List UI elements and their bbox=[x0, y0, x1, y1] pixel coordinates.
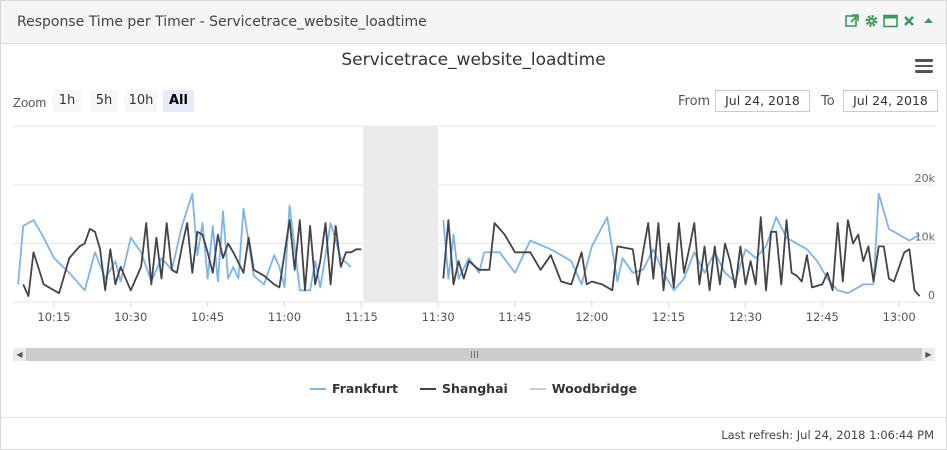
maximize-icon[interactable] bbox=[883, 13, 898, 29]
x-axis-labels: 10:15 10:30 10:45 11:00 11:15 11:30 11:45 12:00… bbox=[37, 302, 916, 324]
x-tick-label: 11:30 bbox=[422, 310, 455, 324]
x-tick-label: 10:45 bbox=[191, 310, 224, 324]
x-tick-label: 11:00 bbox=[268, 310, 301, 324]
collapse-icon[interactable] bbox=[921, 13, 936, 29]
to-label: To bbox=[821, 94, 835, 109]
from-date-input[interactable]: Jul 24, 2018 bbox=[715, 90, 810, 112]
navigator-scrollbar[interactable]: ◀ ▶ bbox=[13, 348, 935, 361]
panel-header-actions bbox=[845, 13, 936, 29]
zoom-button-all[interactable]: All bbox=[163, 90, 194, 112]
legend-swatch bbox=[419, 387, 436, 390]
close-icon[interactable] bbox=[902, 13, 917, 29]
external-link-icon[interactable] bbox=[845, 13, 860, 29]
zoom-button-10h[interactable]: 10h bbox=[125, 90, 157, 112]
panel-title: Response Time per Timer - Servicetrace_w… bbox=[17, 14, 427, 30]
chart-legend: Frankfurt Shanghai Woodbridge bbox=[1, 381, 946, 396]
gap-band bbox=[363, 126, 439, 302]
x-tick-label: 12:15 bbox=[652, 310, 685, 324]
legend-label: Woodbridge bbox=[551, 381, 638, 396]
y-tick-label: 0 bbox=[928, 289, 935, 302]
last-refresh-text: Last refresh: Jul 24, 2018 1:06:44 PM bbox=[721, 428, 934, 442]
zoom-button-5h[interactable]: 5h bbox=[90, 90, 118, 112]
y-axis-labels: 0 10k 20k bbox=[915, 172, 936, 302]
x-tick-label: 11:45 bbox=[498, 310, 531, 324]
y-tick-label: 10k bbox=[915, 231, 936, 244]
scrollbar-thumb[interactable] bbox=[26, 348, 922, 361]
zoom-label: Zoom bbox=[13, 95, 47, 110]
y-tick-label: 20k bbox=[915, 172, 936, 185]
hamburger-line bbox=[915, 59, 933, 62]
x-tick-label: 12:30 bbox=[729, 310, 762, 324]
series-lines bbox=[17, 192, 921, 297]
legend-item-shanghai[interactable]: Shanghai bbox=[419, 381, 508, 396]
legend-swatch bbox=[309, 387, 326, 390]
grip-icon bbox=[471, 351, 478, 358]
legend-label: Shanghai bbox=[441, 381, 508, 396]
x-tick-label: 11:15 bbox=[345, 310, 378, 324]
zoom-button-1h[interactable]: 1h bbox=[53, 90, 81, 112]
chart-menu-button[interactable] bbox=[915, 59, 933, 73]
gear-icon[interactable] bbox=[864, 13, 879, 29]
panel-header: Response Time per Timer - Servicetrace_w… bbox=[1, 1, 946, 44]
x-tick-label: 12:45 bbox=[806, 310, 839, 324]
scroll-left-arrow-icon[interactable]: ◀ bbox=[13, 348, 26, 361]
x-tick-label: 12:00 bbox=[575, 310, 608, 324]
series-line-shanghai[interactable] bbox=[22, 216, 921, 297]
legend-label: Frankfurt bbox=[331, 381, 398, 396]
legend-item-woodbridge[interactable]: Woodbridge bbox=[529, 381, 638, 396]
series-line-frankfurt[interactable] bbox=[17, 192, 921, 295]
legend-swatch bbox=[529, 387, 546, 390]
footer-divider bbox=[1, 417, 946, 418]
to-date-input[interactable]: Jul 24, 2018 bbox=[843, 90, 938, 112]
x-tick-label: 10:30 bbox=[114, 310, 147, 324]
grid bbox=[13, 125, 935, 303]
x-tick-label: 10:15 bbox=[37, 310, 70, 324]
from-label: From bbox=[678, 94, 711, 109]
legend-item-frankfurt[interactable]: Frankfurt bbox=[309, 381, 398, 396]
hamburger-line bbox=[915, 64, 933, 67]
scroll-right-arrow-icon[interactable]: ▶ bbox=[922, 348, 935, 361]
x-tick-label: 13:00 bbox=[883, 310, 916, 324]
chart-plot: 0 10k 20k 10:15 10:30 10:45 11:00 11:15 11:30 11… bbox=[13, 125, 936, 324]
chart-title: Servicetrace_website_loadtime bbox=[341, 50, 606, 70]
hamburger-line bbox=[915, 70, 933, 73]
